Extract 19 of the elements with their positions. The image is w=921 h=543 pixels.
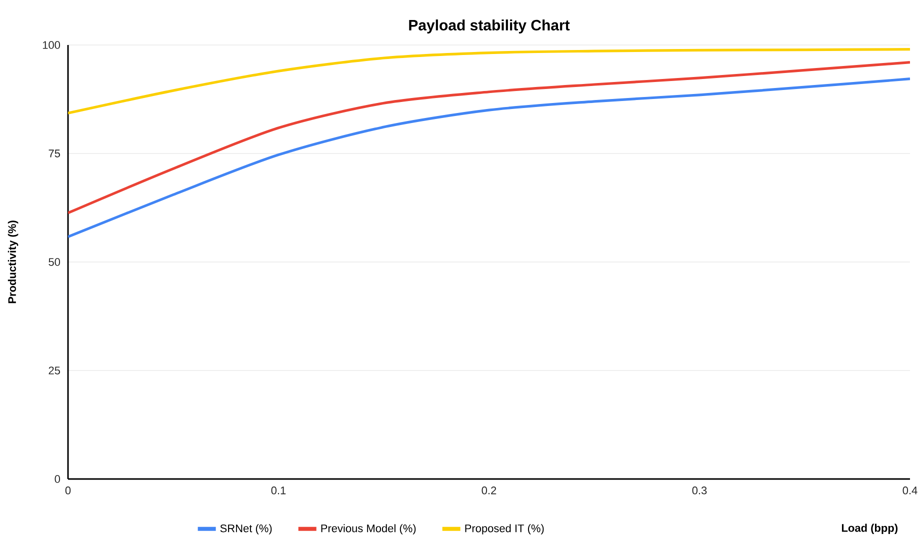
y-tick-label: 0 <box>54 475 60 483</box>
legend-label: Proposed IT (%) <box>465 524 544 534</box>
x-tick-label: 0.2 <box>482 486 496 494</box>
line-series <box>68 61 910 214</box>
x-tick-label: 0 <box>65 486 71 494</box>
x-tick-label: 0.1 <box>271 486 286 494</box>
y-tick-label: 100 <box>42 41 60 49</box>
y-axis-title: Productivity (%) <box>8 220 18 304</box>
y-tick-label: 50 <box>48 258 60 266</box>
x-tick-label: 0.4 <box>902 486 918 494</box>
x-axis-title: Load (bpp) <box>842 524 898 534</box>
y-tick-label: 75 <box>48 150 60 158</box>
line-series <box>68 78 910 238</box>
x-tick-label: 0.3 <box>692 486 707 494</box>
legend-label: Previous Model (%) <box>321 524 416 534</box>
legend-label: SRNet (%) <box>220 524 272 534</box>
line-series <box>68 48 910 114</box>
chart-title: Payload stability Chart <box>409 19 570 34</box>
y-tick-label: 25 <box>48 366 60 374</box>
